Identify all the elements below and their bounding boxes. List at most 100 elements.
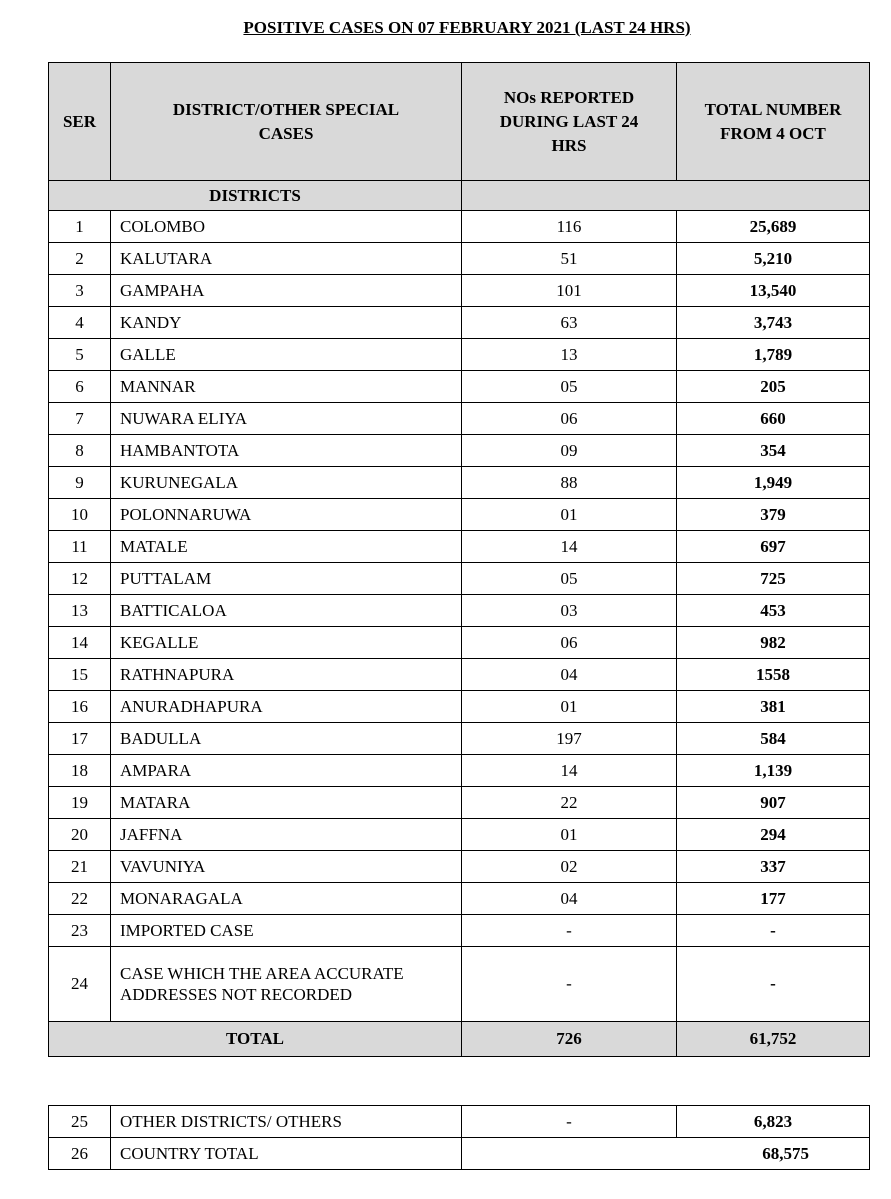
reported-cell: 03	[461, 594, 677, 627]
reported-cell: -	[461, 1105, 677, 1138]
data-row: 5 GALLE 13 1,789	[48, 338, 870, 371]
district-cell: AMPARA	[110, 754, 462, 787]
ser-cell: 11	[48, 530, 111, 563]
ser-cell: 24	[48, 946, 111, 1022]
data-row: 4 KANDY 63 3,743	[48, 306, 870, 339]
total-cell: 379	[676, 498, 870, 531]
reported-cell: 14	[461, 754, 677, 787]
reported-cell: -	[461, 946, 677, 1022]
reported-cell: -	[461, 914, 677, 947]
total-cell: 660	[676, 402, 870, 435]
ser-cell: 20	[48, 818, 111, 851]
ser-cell: 10	[48, 498, 111, 531]
header-text: TOTAL NUMBER FROM 4 OCT	[704, 99, 842, 143]
section-row: DISTRICTS	[48, 180, 870, 211]
ser-cell: 26	[48, 1137, 111, 1170]
total-cell: 1,949	[676, 466, 870, 499]
total-cell: 907	[676, 786, 870, 819]
ser-cell: 13	[48, 594, 111, 627]
district-cell: MATARA	[110, 786, 462, 819]
district-cell: KURUNEGALA	[110, 466, 462, 499]
ser-cell: 8	[48, 434, 111, 467]
data-row: 20 JAFFNA 01 294	[48, 818, 870, 851]
total-cell: 13,540	[676, 274, 870, 307]
ser-cell: 9	[48, 466, 111, 499]
data-row: 24 CASE WHICH THE AREA ACCURATE ADDRESSES…	[48, 946, 870, 1022]
header-row: SER DISTRICT/OTHER SPECIAL CASES NOs REPOR…	[48, 62, 870, 181]
ser-cell: 14	[48, 626, 111, 659]
total-cell: 337	[676, 850, 870, 883]
district-cell: HAMBANTOTA	[110, 434, 462, 467]
total-cell: 3,743	[676, 306, 870, 339]
reported-cell: 88	[461, 466, 677, 499]
total-cell: 726	[461, 1021, 677, 1057]
reported-cell: 01	[461, 818, 677, 851]
cases-table: SER DISTRICT/OTHER SPECIAL CASES NOs REPOR…	[48, 62, 870, 1057]
data-row: 9 KURUNEGALA 88 1,949	[48, 466, 870, 499]
data-row: 18 AMPARA 14 1,139	[48, 754, 870, 787]
reported-cell: 101	[461, 274, 677, 307]
reported-cell: 63	[461, 306, 677, 339]
ser-cell: 25	[48, 1105, 111, 1138]
district-cell: KEGALLE	[110, 626, 462, 659]
total-cell: 1558	[676, 658, 870, 691]
total-cell: -	[676, 946, 870, 1022]
ser-cell: 1	[48, 210, 111, 243]
reported-cell: 05	[461, 370, 677, 403]
district-cell: BATTICALOA	[110, 594, 462, 627]
district-cell: VAVUNIYA	[110, 850, 462, 883]
district-cell: MONARAGALA	[110, 882, 462, 915]
district-cell: GAMPAHA	[110, 274, 462, 307]
total-cell: 61,752	[676, 1021, 870, 1057]
data-row: 3 GAMPAHA 101 13,540	[48, 274, 870, 307]
reported-cell: 04	[461, 658, 677, 691]
data-row: 13 BATTICALOA 03 453	[48, 594, 870, 627]
ser-cell: 16	[48, 690, 111, 723]
header-cell: TOTAL NUMBER FROM 4 OCT	[676, 62, 870, 181]
total-cell: 1,139	[676, 754, 870, 787]
reported-cell: 09	[461, 434, 677, 467]
data-row: 1 COLOMBO 116 25,689	[48, 210, 870, 243]
district-cell: KANDY	[110, 306, 462, 339]
total-cell: 25,689	[676, 210, 870, 243]
total-cell: 205	[676, 370, 870, 403]
district-cell: POLONNARUWA	[110, 498, 462, 531]
ser-cell: 5	[48, 338, 111, 371]
ser-cell: 12	[48, 562, 111, 595]
ser-cell: 21	[48, 850, 111, 883]
section-label: DISTRICTS	[48, 180, 462, 211]
ser-cell: 3	[48, 274, 111, 307]
data-row: 11 MATALE 14 697	[48, 530, 870, 563]
total-cell: 697	[676, 530, 870, 563]
ser-cell: 19	[48, 786, 111, 819]
district-cell: OTHER DISTRICTS/ OTHERS	[110, 1105, 462, 1138]
district-cell: MATALE	[110, 530, 462, 563]
title: POSITIVE CASES ON 07 FEBRUARY 2021 (LAST…	[243, 18, 691, 37]
total-cell: TOTAL	[48, 1021, 462, 1057]
total-cell: 5,210	[676, 242, 870, 275]
total-cell: 725	[676, 562, 870, 595]
reported-cell: 14	[461, 530, 677, 563]
section-blank	[461, 180, 870, 211]
reported-cell: 01	[461, 690, 677, 723]
data-row: 7 NUWARA ELIYA 06 660	[48, 402, 870, 435]
district-cell: GALLE	[110, 338, 462, 371]
reported-cell: 05	[461, 562, 677, 595]
reported-cell: 13	[461, 338, 677, 371]
total-row: TOTAL 726 61,752	[48, 1021, 870, 1057]
data-row: 6 MANNAR 05 205	[48, 370, 870, 403]
ser-cell: 2	[48, 242, 111, 275]
data-row: 22 MONARAGALA 04 177	[48, 882, 870, 915]
data-row: 17 BADULLA 197 584	[48, 722, 870, 755]
ser-cell: 7	[48, 402, 111, 435]
header-cell: DISTRICT/OTHER SPECIAL CASES	[110, 62, 462, 181]
total-cell: 177	[676, 882, 870, 915]
others-table: 25 OTHER DISTRICTS/ OTHERS -6,823 26 COUNTRY…	[48, 1105, 870, 1170]
header-text: SER	[62, 111, 97, 131]
reported-cell: 06	[461, 402, 677, 435]
district-cell: IMPORTED CASE	[110, 914, 462, 947]
district-cell: JAFFNA	[110, 818, 462, 851]
data-row: 2 KALUTARA 51 5,210	[48, 242, 870, 275]
district-cell: COUNTRY TOTAL	[110, 1137, 462, 1170]
